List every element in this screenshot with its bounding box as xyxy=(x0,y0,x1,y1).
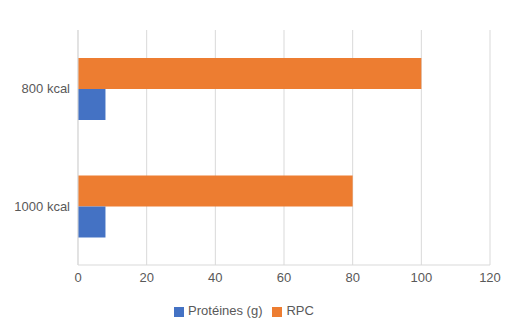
svg-text:100: 100 xyxy=(410,270,432,285)
svg-text:80: 80 xyxy=(345,270,359,285)
svg-text:20: 20 xyxy=(139,270,153,285)
svg-text:60: 60 xyxy=(277,270,291,285)
svg-text:40: 40 xyxy=(208,270,222,285)
svg-text:0: 0 xyxy=(74,270,81,285)
svg-text:1000 kcal: 1000 kcal xyxy=(14,199,70,214)
html-text:Protéines (g): Protéines (g) xyxy=(188,303,263,318)
html-text:RPC: RPC xyxy=(286,303,314,318)
svg-text:800 kcal: 800 kcal xyxy=(22,81,71,96)
svg-text:120: 120 xyxy=(479,270,501,285)
